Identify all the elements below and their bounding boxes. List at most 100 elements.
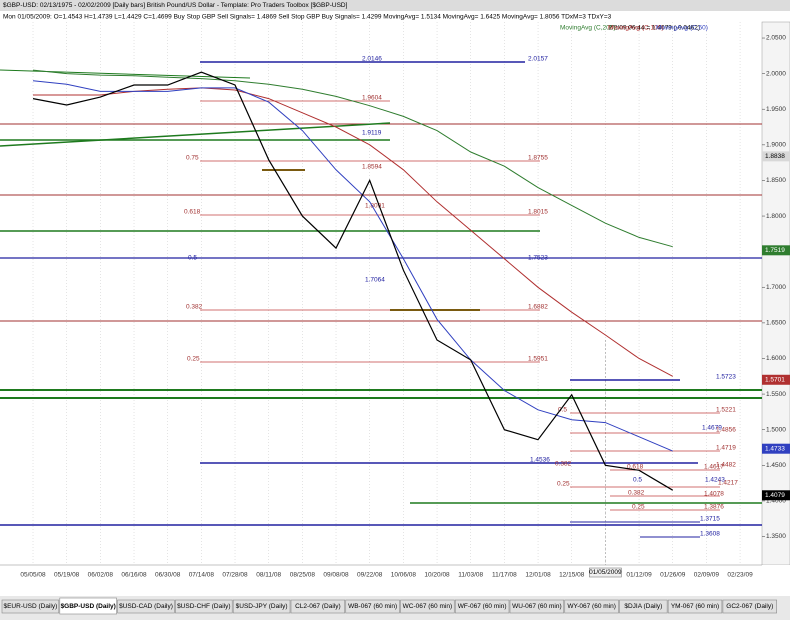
annotation: 1.8594 xyxy=(362,164,382,171)
annotation: 0.382 xyxy=(628,490,645,497)
legend-entry: MovingAvg (C,100) xyxy=(608,25,664,32)
moving-average xyxy=(32,80,673,452)
tab[interactable] xyxy=(117,599,175,614)
x-tick-label: 07/28/08 xyxy=(222,572,248,579)
trend-line xyxy=(0,122,391,147)
annotation: 1.6882 xyxy=(528,304,548,311)
annotation: 1.4482 xyxy=(716,462,736,469)
annotation: 1.4856 xyxy=(716,427,736,434)
tab-label[interactable]: WB-067 (60 min) xyxy=(348,603,397,610)
y-tick-label: 1.5500 xyxy=(766,391,786,398)
x-tick-label: 05/19/08 xyxy=(54,572,80,579)
annotation: 1.8091 xyxy=(365,203,385,210)
annotation: 1.4719 xyxy=(716,445,736,452)
annotation: 1.4243 xyxy=(705,477,725,484)
x-tick-label: 11/17/08 xyxy=(492,572,517,579)
ma-last-value-label: 1.5701 xyxy=(765,376,785,383)
tab[interactable] xyxy=(667,599,723,614)
cursor-value xyxy=(762,151,790,162)
y-tick-label: 1.3500 xyxy=(766,533,786,540)
tab[interactable] xyxy=(59,597,117,615)
x-tick-label: 08/11/08 xyxy=(256,572,281,579)
window-title: $GBP-USD: 02/13/1975 - 02/02/2009 [Daily… xyxy=(3,2,348,9)
annotation: 1.3876 xyxy=(704,504,724,511)
annotation: 0.75 xyxy=(186,155,199,162)
annotation: 1.4078 xyxy=(704,491,724,498)
ma-last-value xyxy=(762,443,790,454)
annotation: 1.5951 xyxy=(528,356,548,363)
annotation: 1.7064 xyxy=(365,277,385,284)
annotation: 1.7523 xyxy=(528,255,548,262)
annotation: 1.5723 xyxy=(716,374,736,381)
cursor-value-label: 1.8838 xyxy=(765,153,785,160)
annotation: 2.0157 xyxy=(528,56,548,63)
ma-last-value-label: 1.7519 xyxy=(765,247,785,254)
x-tick-label: 10/20/08 xyxy=(424,572,450,579)
y-tick-label: 1.9000 xyxy=(766,142,786,149)
x-tick-label: 07/14/08 xyxy=(189,572,215,579)
tab[interactable] xyxy=(1,599,60,614)
tab-label[interactable]: $USD-CHF (Daily) xyxy=(177,603,230,610)
tab[interactable] xyxy=(722,599,777,614)
annotation: 0.25 xyxy=(557,481,570,488)
tab-label[interactable]: $GBP-USD (Daily) xyxy=(61,603,116,610)
annotation: 1.8015 xyxy=(528,209,548,216)
annotation: 1.3715 xyxy=(700,516,720,523)
tab[interactable] xyxy=(232,599,291,614)
tab-label[interactable]: $EUR-USD (Daily) xyxy=(3,603,57,610)
tab[interactable] xyxy=(175,599,233,614)
annotation: 0.5 xyxy=(558,407,567,414)
annotation: 0.25 xyxy=(632,504,645,511)
tab-label[interactable]: $USD-CAD (Daily) xyxy=(119,603,173,610)
annotation: 0.618 xyxy=(184,209,201,216)
x-tick-label: 12/15/08 xyxy=(559,572,585,579)
x-tick-label: 01/26/09 xyxy=(660,572,686,579)
y-tick-label: 1.6000 xyxy=(766,355,786,362)
x-tick-label: 08/25/08 xyxy=(290,572,316,579)
tab-label[interactable]: WU-067 (60 min) xyxy=(512,603,561,610)
ma-last-value xyxy=(762,245,790,256)
price-last-value xyxy=(762,490,790,501)
annotation: 1.4679 xyxy=(702,425,722,432)
tab-label[interactable]: GC2-067 (Daily) xyxy=(726,603,773,610)
legend-entry: MovingAvg (C,50) xyxy=(656,25,708,32)
x-tick-label: 06/30/08 xyxy=(155,572,181,579)
x-tick-label: 09/08/08 xyxy=(323,572,349,579)
annotation: 1.4217 xyxy=(718,480,738,487)
tab[interactable] xyxy=(509,599,565,614)
ma-last-value-label: 1.4733 xyxy=(765,445,785,452)
x-tick-label: 01/12/09 xyxy=(626,572,652,579)
tab[interactable] xyxy=(619,599,668,614)
tab-label[interactable]: WY-067 (60 min) xyxy=(567,603,616,610)
date-axis xyxy=(0,565,790,595)
annotation: 0.382 xyxy=(555,461,572,468)
x-tick-label: 10/06/08 xyxy=(391,572,417,579)
x-tick-label: 12/01/08 xyxy=(525,572,551,579)
tab-label[interactable]: $DJIA (Daily) xyxy=(624,603,662,610)
tab-label[interactable]: $USD-JPY (Daily) xyxy=(236,603,288,610)
cursor-date: 01/05/2009 xyxy=(589,569,622,576)
annotation: 0.618 xyxy=(627,464,644,471)
tab[interactable] xyxy=(564,599,619,614)
tab-label[interactable]: WC-067 (60 min) xyxy=(403,603,452,610)
x-tick-label: 06/02/08 xyxy=(88,572,114,579)
y-tick-label: 1.4000 xyxy=(766,498,786,505)
annotation: 1.3608 xyxy=(700,531,720,538)
annotation: 1.5221 xyxy=(716,407,736,414)
y-tick-label: 1.6500 xyxy=(766,320,786,327)
y-tick-label: 1.7000 xyxy=(766,284,786,291)
annotation: 2.0146 xyxy=(362,56,382,63)
annotation: 0.5 xyxy=(633,477,642,484)
y-tick-label: 2.0500 xyxy=(766,35,786,42)
tab-label[interactable]: YM-067 (60 min) xyxy=(671,603,719,610)
x-tick-label: 05/05/08 xyxy=(20,572,46,579)
tab-label[interactable]: WF-067 (60 min) xyxy=(458,603,507,610)
tab[interactable] xyxy=(454,599,510,614)
tab[interactable] xyxy=(290,599,346,614)
tab[interactable] xyxy=(345,599,400,614)
cursor-date-box xyxy=(589,567,622,578)
annotation: 1.4536 xyxy=(530,457,550,464)
tab[interactable] xyxy=(400,599,455,614)
tab-label[interactable]: CL2-067 (Daily) xyxy=(295,603,341,610)
